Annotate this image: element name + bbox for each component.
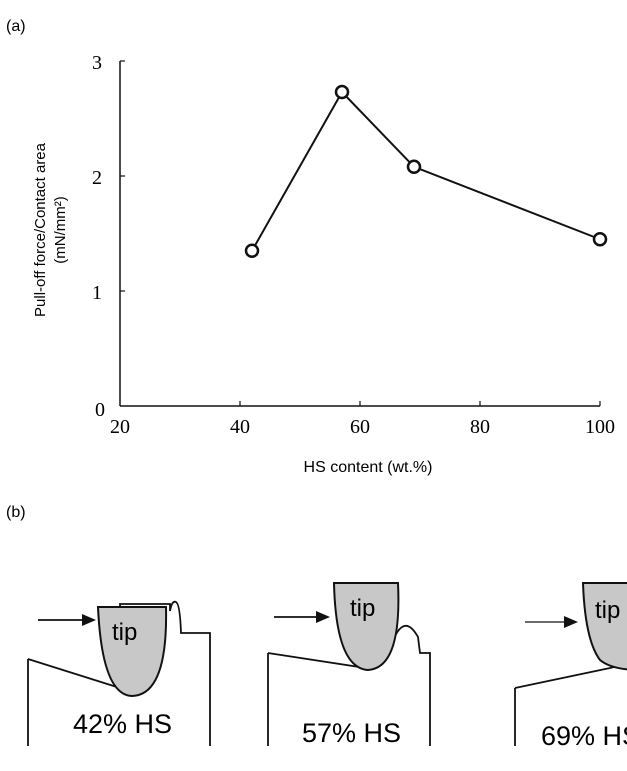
x-tick-label: 60 (350, 416, 370, 438)
chart-a: 0 1 2 3 20 40 60 80 100 Pull-off force/Contact a… (32, 52, 615, 476)
afm-tip (581, 582, 627, 671)
arrow-head-icon (82, 614, 96, 626)
y-tick-label: 3 (92, 52, 102, 74)
arrow-head-icon (564, 616, 578, 628)
tip-label: tip (350, 595, 375, 622)
schematic-57: tip 57% HS (267, 582, 431, 748)
surface-profile (514, 663, 627, 689)
x-tick-label: 20 (110, 416, 130, 438)
surface-profile (27, 600, 211, 746)
x-tick-label: 100 (585, 416, 615, 438)
panel-a-label: (a) (6, 18, 26, 35)
schematic-42: tip 42% HS (27, 600, 211, 746)
data-point (406, 159, 422, 175)
series-line (251, 90, 601, 252)
schematic-caption: 69% HS (541, 721, 627, 751)
data-point (334, 84, 350, 100)
afm-tip (332, 582, 400, 672)
y-axis-label-line-1: Pull-off force/Contact area (32, 142, 49, 317)
data-point (592, 232, 608, 247)
tip-label: tip (595, 597, 620, 624)
x-tick-label: 80 (470, 416, 490, 438)
tip-label: tip (112, 619, 137, 646)
x-tick-label: 40 (230, 416, 250, 438)
afm-tip (96, 606, 168, 698)
y-axis-label-line-2: (mN/mm²) (52, 196, 69, 263)
data-point (244, 243, 260, 258)
schematic-caption: 57% HS (302, 718, 401, 748)
panel-b-label: (b) (6, 504, 26, 521)
y-tick-label: 0 (95, 399, 105, 421)
schematic-caption: 42% HS (73, 709, 172, 739)
y-tick-label: 1 (92, 282, 102, 304)
arrow-head-icon (316, 611, 330, 623)
schematics-b: tip 42% HS tip 57% HS tip 69% HS (27, 582, 627, 751)
schematic-69: tip 69% HS (514, 582, 627, 751)
x-axis-label: HS content (wt.%) (304, 459, 433, 476)
y-tick-label: 2 (92, 167, 102, 189)
